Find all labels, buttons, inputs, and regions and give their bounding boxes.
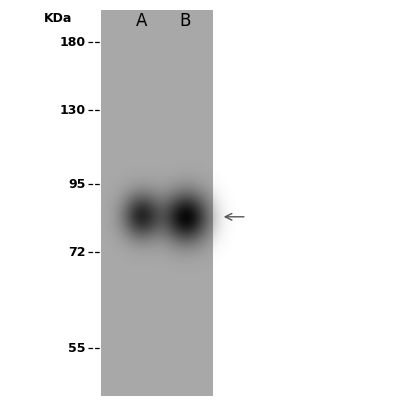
Text: 130: 130 bbox=[59, 104, 86, 116]
Text: B: B bbox=[179, 12, 191, 30]
Text: 72: 72 bbox=[68, 246, 86, 258]
Text: 180: 180 bbox=[59, 36, 86, 48]
Text: A: A bbox=[136, 12, 147, 30]
Text: 55: 55 bbox=[68, 342, 86, 354]
Text: 95: 95 bbox=[68, 178, 86, 190]
Bar bbox=[101, 10, 213, 396]
Text: KDa: KDa bbox=[43, 12, 72, 25]
